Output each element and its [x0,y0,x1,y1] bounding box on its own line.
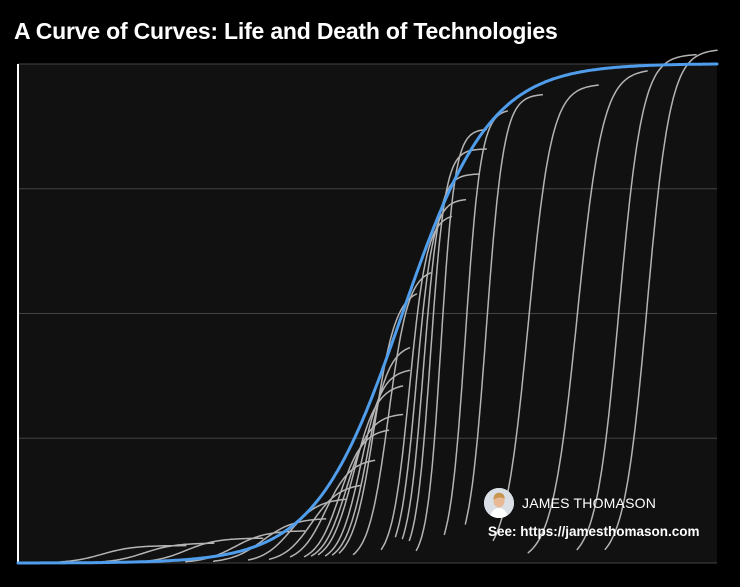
author-name: JAMES THOMASON [522,495,657,511]
component-curve-15 [352,272,432,556]
component-curve-24 [527,70,648,554]
component-curve-1 [59,544,187,563]
component-curve-10 [310,413,404,557]
author-badge: JAMES THOMASON [484,488,656,518]
component-curve-16 [380,215,453,551]
component-curve-12 [324,369,411,557]
avatar [484,488,514,518]
chart-title: A Curve of Curves: Life and Death of Tec… [14,18,558,44]
component-curve-2 [101,542,215,563]
component-curve-3 [143,537,264,563]
component-curve-22 [464,93,544,525]
component-curve-25 [576,53,697,551]
website-link[interactable]: See: https://jamesthomason.com [488,524,700,539]
aggregate-curve [16,62,719,565]
component-curve-23 [492,84,599,542]
component-curve-26 [604,49,718,551]
component-curve-9 [303,429,390,558]
component-curve-20 [415,128,488,552]
component-curve-19 [408,148,488,542]
component-curve-11 [317,385,404,556]
component-curve-17 [394,198,467,538]
component-curve-5 [212,518,327,562]
